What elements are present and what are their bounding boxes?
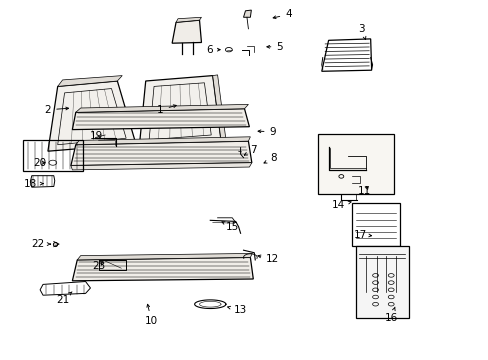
Text: 8: 8 — [264, 153, 277, 163]
Text: 15: 15 — [222, 222, 239, 232]
Polygon shape — [76, 104, 248, 112]
Text: 18: 18 — [23, 179, 43, 189]
Text: 10: 10 — [145, 304, 158, 326]
Text: 5: 5 — [266, 42, 283, 52]
Polygon shape — [243, 10, 251, 17]
Text: 1: 1 — [157, 105, 176, 115]
Bar — [355, 246, 408, 318]
Polygon shape — [172, 20, 201, 43]
Text: 21: 21 — [56, 292, 72, 305]
Polygon shape — [76, 137, 250, 145]
Text: 23: 23 — [92, 261, 105, 271]
Polygon shape — [48, 81, 136, 151]
Polygon shape — [77, 253, 252, 260]
Bar — [317, 134, 393, 194]
Text: 16: 16 — [384, 307, 397, 323]
Text: 7: 7 — [244, 145, 256, 156]
Polygon shape — [176, 17, 201, 22]
Polygon shape — [139, 76, 221, 146]
Text: 4: 4 — [273, 9, 291, 19]
Text: 9: 9 — [258, 127, 276, 137]
Text: 22: 22 — [31, 239, 50, 249]
Polygon shape — [72, 257, 253, 281]
Bar — [351, 203, 399, 246]
Text: 19: 19 — [90, 131, 103, 141]
Text: 3: 3 — [358, 24, 365, 40]
Text: 6: 6 — [205, 45, 220, 55]
Text: 20: 20 — [34, 158, 46, 168]
Text: 12: 12 — [258, 254, 279, 264]
Text: 13: 13 — [227, 305, 247, 315]
Text: 2: 2 — [44, 105, 68, 115]
Text: 11: 11 — [357, 186, 371, 196]
Text: 14: 14 — [331, 200, 350, 210]
Polygon shape — [212, 75, 225, 140]
Text: 17: 17 — [353, 230, 371, 240]
Polygon shape — [71, 141, 251, 166]
Polygon shape — [71, 163, 251, 170]
Polygon shape — [72, 109, 249, 130]
Polygon shape — [58, 76, 122, 86]
Bar — [23, 140, 83, 171]
